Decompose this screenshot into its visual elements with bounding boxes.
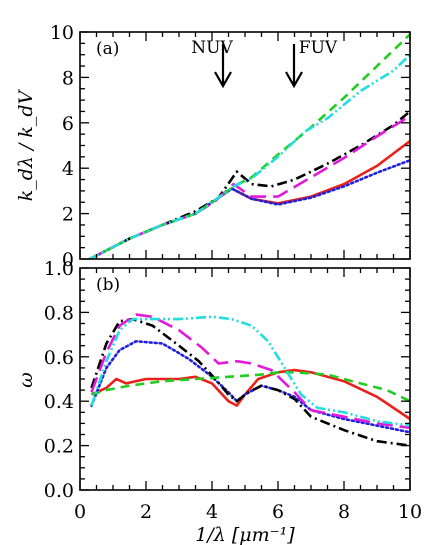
xtick-label: 8 (338, 501, 350, 523)
panel-b-series-line-6 (90, 315, 410, 427)
nuv-arrow (214, 44, 232, 89)
panel-b-series-line-5 (91, 371, 410, 403)
panel-a-ticks (79, 31, 411, 260)
panel-b-series-line-3 (90, 317, 410, 447)
panel-a-series-line-5 (89, 33, 410, 259)
panel-a-ytick-label: 2 (62, 204, 74, 226)
panel-a-ytick-label: 6 (62, 113, 74, 135)
panel-b-ytick-label: 0.8 (44, 302, 74, 324)
panel-a-ytick-label: 4 (62, 158, 74, 180)
panel-b-series-line-4 (90, 313, 410, 430)
panel-a-series-line-1 (89, 139, 410, 259)
panel-a-ylabel: k_dλ / k_dV (15, 88, 37, 201)
panel-b-ticks (79, 267, 411, 491)
xtick-label: 4 (206, 501, 218, 523)
panel-a-ytick-label: 10 (50, 22, 74, 44)
panel-b-ytick-label: 0.6 (44, 347, 74, 369)
panel-b-ytick-label: 0.0 (44, 480, 74, 502)
panel-a-ytick-labels: 0 2 4 6 8 10 (50, 22, 74, 271)
panel-b-frame (79, 267, 411, 491)
panel-b-ylabel: ω (15, 372, 37, 388)
fuv-annotation: FUV (299, 38, 338, 58)
panel-a-series (88, 33, 410, 259)
panel-b-series (90, 313, 410, 447)
xtick-label: 0 (74, 501, 86, 523)
panel-a: 0 2 4 6 8 10 (a) k_dλ / k_dV NUV FUV (15, 22, 411, 271)
panel-b: 0.0 0.2 0.4 0.6 0.8 1.0 0 2 4 6 8 10 (b) ω 1/λ [μm… (15, 258, 422, 545)
x-axis-label: 1/λ [μm⁻¹] (195, 524, 295, 545)
panel-b-label: (b) (96, 275, 120, 295)
fuv-arrow (285, 44, 303, 89)
panel-b-series-line-1 (90, 368, 410, 421)
panel-b-xtick-labels: 0 2 4 6 8 10 (74, 501, 422, 523)
nuv-annotation: NUV (191, 38, 233, 58)
panel-a-label: (a) (96, 39, 119, 59)
panel-a-frame (79, 31, 411, 260)
xtick-label: 6 (272, 501, 284, 523)
xtick-label: 10 (398, 501, 422, 523)
panel-b-ytick-label: 1.0 (44, 258, 74, 280)
panel-a-ytick-label: 0 (62, 249, 74, 271)
panel-b-ytick-label: 0.4 (44, 391, 74, 413)
xtick-label: 2 (140, 501, 152, 523)
panel-a-series-line-3 (89, 110, 410, 259)
panel-a-series-line-6 (89, 53, 410, 259)
panel-a-series-line-4 (89, 114, 410, 259)
panel-a-ytick-label: 8 (62, 67, 74, 89)
panel-b-ytick-label: 0.2 (44, 436, 74, 458)
panel-b-ytick-labels: 0.0 0.2 0.4 0.6 0.8 1.0 (44, 258, 74, 502)
